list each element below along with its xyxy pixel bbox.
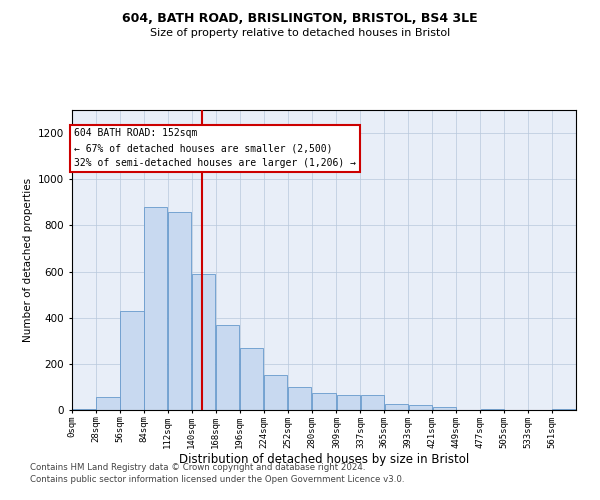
- Bar: [481, 409, 504, 410]
- Bar: [120, 311, 143, 410]
- Bar: [288, 387, 311, 410]
- Bar: [361, 395, 384, 410]
- Bar: [73, 409, 95, 410]
- Bar: [216, 324, 239, 410]
- Bar: [337, 395, 360, 410]
- Bar: [385, 404, 408, 410]
- Bar: [409, 406, 432, 410]
- Bar: [312, 392, 336, 410]
- Bar: [97, 398, 119, 410]
- X-axis label: Distribution of detached houses by size in Bristol: Distribution of detached houses by size …: [179, 454, 469, 466]
- Text: 604 BATH ROAD: 152sqm
← 67% of detached houses are smaller (2,500)
32% of semi-d: 604 BATH ROAD: 152sqm ← 67% of detached …: [74, 128, 356, 168]
- Text: Contains HM Land Registry data © Crown copyright and database right 2024.: Contains HM Land Registry data © Crown c…: [30, 464, 365, 472]
- Bar: [264, 376, 287, 410]
- Bar: [433, 406, 456, 410]
- Text: Size of property relative to detached houses in Bristol: Size of property relative to detached ho…: [150, 28, 450, 38]
- Text: Contains public sector information licensed under the Open Government Licence v3: Contains public sector information licen…: [30, 475, 404, 484]
- Bar: [192, 274, 215, 410]
- Y-axis label: Number of detached properties: Number of detached properties: [23, 178, 32, 342]
- Bar: [553, 409, 575, 410]
- Bar: [168, 212, 191, 410]
- Bar: [144, 207, 167, 410]
- Bar: [240, 348, 263, 410]
- Text: 604, BATH ROAD, BRISLINGTON, BRISTOL, BS4 3LE: 604, BATH ROAD, BRISLINGTON, BRISTOL, BS…: [122, 12, 478, 26]
